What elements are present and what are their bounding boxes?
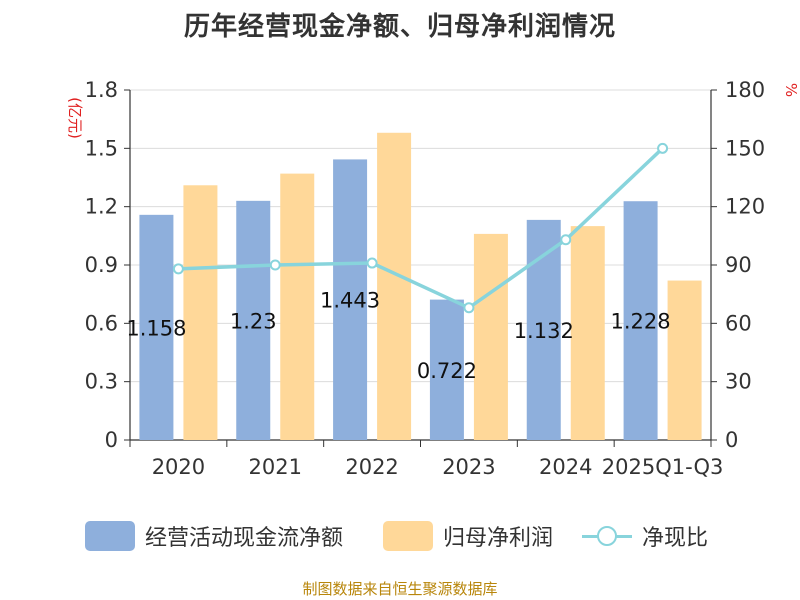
y-left-tick-label: 1.5 — [85, 136, 118, 160]
legend-item-cash-ratio[interactable]: 净现比 — [582, 518, 708, 554]
point-cash-ratio — [560, 234, 572, 246]
line-cash-ratio — [178, 147, 664, 310]
y-right-tick-label: 60 — [725, 311, 752, 335]
legend-line-icon — [582, 521, 632, 551]
data-label-cash-flow: 1.132 — [514, 319, 574, 343]
y-right-tick-label: 180 — [725, 78, 765, 102]
x-tick-label: 2021 — [249, 455, 302, 479]
legend-swatch-cash-flow — [85, 521, 135, 551]
y-left-tick-label: 1.8 — [85, 78, 118, 102]
x-tick-label: 2024 — [539, 455, 592, 479]
bar-net-profit — [377, 132, 412, 440]
point-cash-ratio — [366, 257, 378, 269]
bar-net-profit — [473, 233, 508, 440]
data-label-cash-flow: 0.722 — [417, 359, 477, 383]
chart-title: 历年经营现金净额、归母净利润情况 — [183, 12, 616, 42]
legend-label-net-profit: 归母净利润 — [443, 526, 554, 551]
x-tick-label: 2023 — [442, 455, 495, 479]
y-right-tick-label: 90 — [725, 253, 752, 277]
bar-net-profit — [667, 280, 702, 440]
y-right-tick-label: 0 — [725, 428, 738, 452]
bar-cash-flow — [623, 201, 658, 440]
data-label-cash-flow: 1.23 — [230, 309, 277, 333]
legend-item-cash-flow[interactable]: 经营活动现金流净额 — [85, 518, 343, 554]
y-left-tick-label: 0.9 — [85, 253, 118, 277]
legend-label-cash-ratio: 净现比 — [642, 526, 709, 551]
point-cash-ratio — [172, 263, 184, 275]
chart-canvas: 0 0 0.3 30 0.6 60 0.9 90 1.2 120 1.5 150 1.8 180 (亿元)%… — [66, 78, 800, 479]
chart-legend: 经营活动现金流净额 归母净利润 净现比 — [0, 518, 800, 554]
x-tick-label: 2022 — [345, 455, 398, 479]
data-label-cash-flow: 1.443 — [320, 289, 380, 313]
data-label-cash-flow: 1.158 — [126, 316, 186, 340]
legend-swatch-net-profit — [383, 521, 433, 551]
x-tick-label: 2025Q1-Q3 — [602, 455, 724, 479]
y-left-tick-label: 0 — [105, 428, 118, 452]
y-left-tick-label: 0.6 — [85, 311, 118, 335]
y-left-tick-label: 0.3 — [85, 370, 118, 394]
bar-net-profit — [570, 226, 605, 440]
y-right-tick-label: 150 — [725, 136, 765, 160]
data-label-cash-flow: 1.228 — [611, 310, 671, 334]
y-left-axis-label: (亿元) — [66, 97, 84, 139]
bar-net-profit — [280, 173, 315, 440]
point-cash-ratio — [269, 259, 281, 271]
bar-cash-flow — [236, 200, 271, 440]
point-cash-ratio — [657, 142, 669, 154]
bar-cash-flow — [333, 159, 368, 440]
legend-label-cash-flow: 经营活动现金流净额 — [145, 526, 344, 551]
y-right-tick-label: 30 — [725, 370, 752, 394]
point-cash-ratio — [463, 302, 475, 314]
legend-item-net-profit[interactable]: 归母净利润 — [383, 518, 553, 554]
y-right-tick-label: 120 — [725, 195, 765, 219]
y-right-axis-label: % — [782, 83, 800, 97]
y-left-tick-label: 1.2 — [85, 195, 118, 219]
x-tick-label: 2020 — [152, 455, 205, 479]
bar-cash-flow — [429, 299, 464, 440]
bar-net-profit — [183, 185, 218, 440]
bar-cash-flow — [139, 214, 174, 440]
source-note: 制图数据来自恒生聚源数据库 — [302, 580, 498, 598]
